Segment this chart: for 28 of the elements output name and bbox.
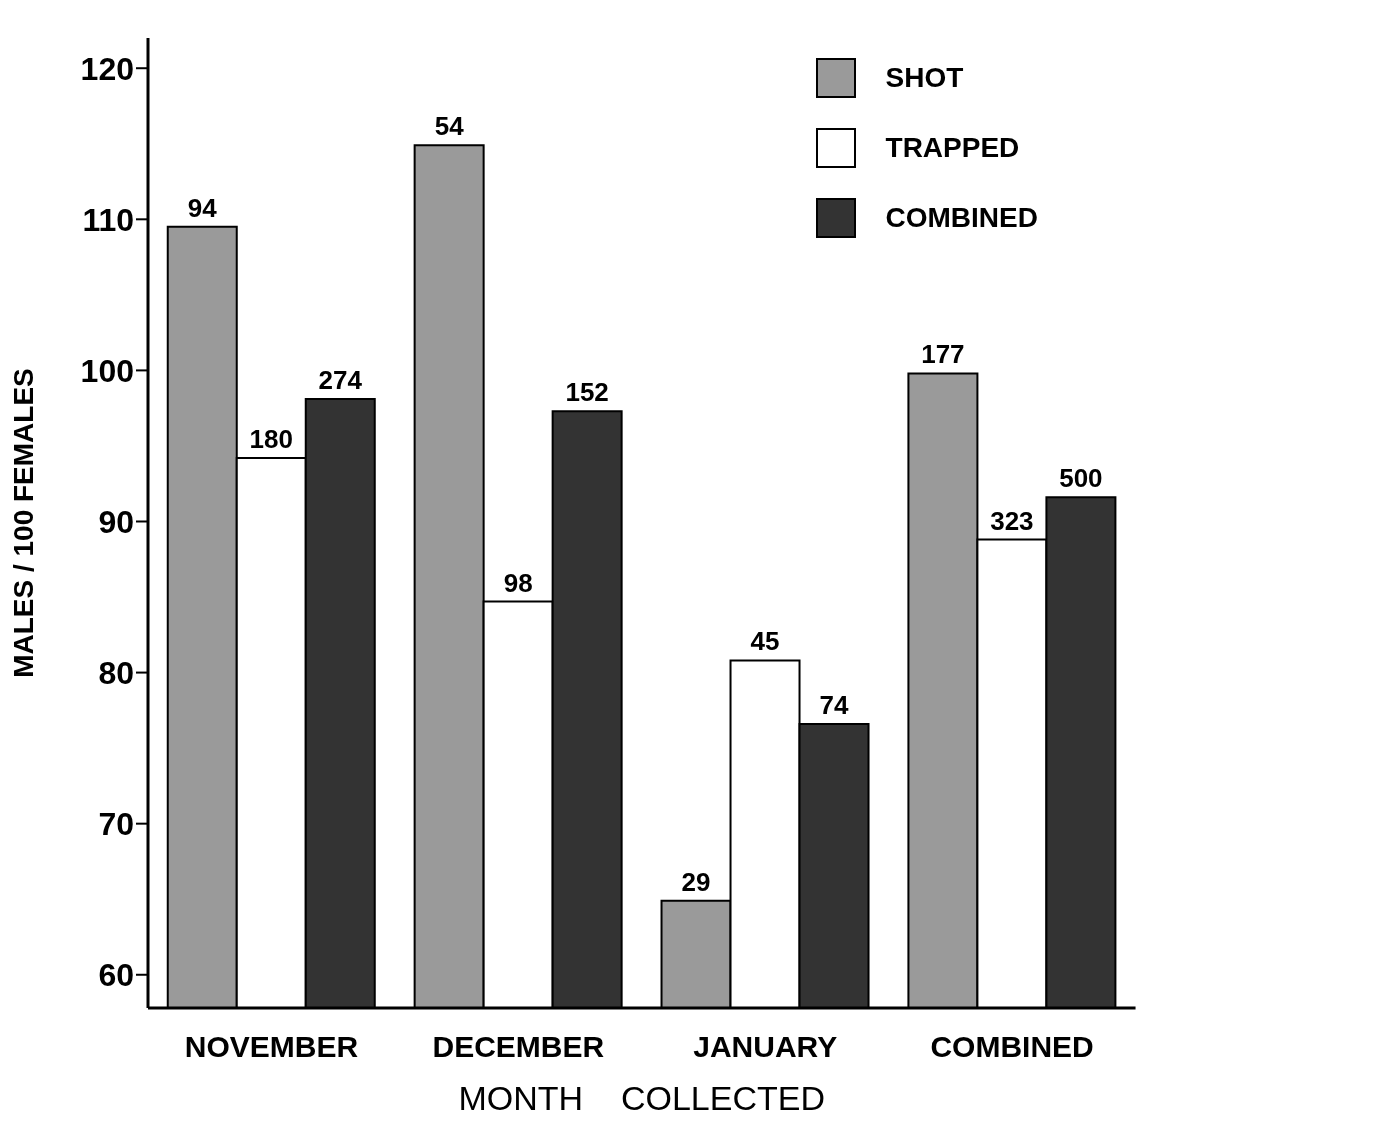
annotation: 94	[187, 192, 218, 223]
y-tick-label: 80	[98, 654, 134, 691]
y-tick-label: 70	[98, 806, 134, 843]
y-axis-title: MALES / 100 FEMALES	[7, 368, 39, 678]
annotation: 54	[434, 111, 465, 142]
x-tick-label: DECEMBER	[432, 1030, 605, 1064]
annotation: 323	[990, 505, 1034, 536]
annotation: 152	[565, 377, 609, 408]
annotation: 98	[503, 567, 533, 598]
annotation: 74	[819, 689, 850, 720]
legend-label: TRAPPED	[885, 132, 1020, 164]
y-tick-label: 90	[98, 503, 134, 540]
legend-label: COMBINED	[885, 202, 1038, 234]
x-tick-label: NOVEMBER	[184, 1030, 359, 1064]
y-tick-label: 110	[82, 201, 134, 238]
y-tick-label: 100	[80, 352, 134, 389]
y-tick-label: 60	[98, 957, 134, 994]
annotation: 177	[921, 339, 965, 370]
annotation: 500	[1059, 463, 1103, 494]
x-tick-label: COMBINED	[930, 1030, 1094, 1064]
annotation: 180	[249, 424, 293, 455]
annotation: 29	[681, 866, 711, 897]
x-tick-label: JANUARY	[693, 1030, 838, 1064]
annotation: 274	[318, 365, 363, 396]
legend-label: SHOT	[885, 62, 964, 94]
annotation: 45	[750, 626, 780, 657]
y-tick-label: 120	[80, 50, 134, 87]
x-axis-title: MONTH COLLECTED	[458, 1079, 826, 1117]
